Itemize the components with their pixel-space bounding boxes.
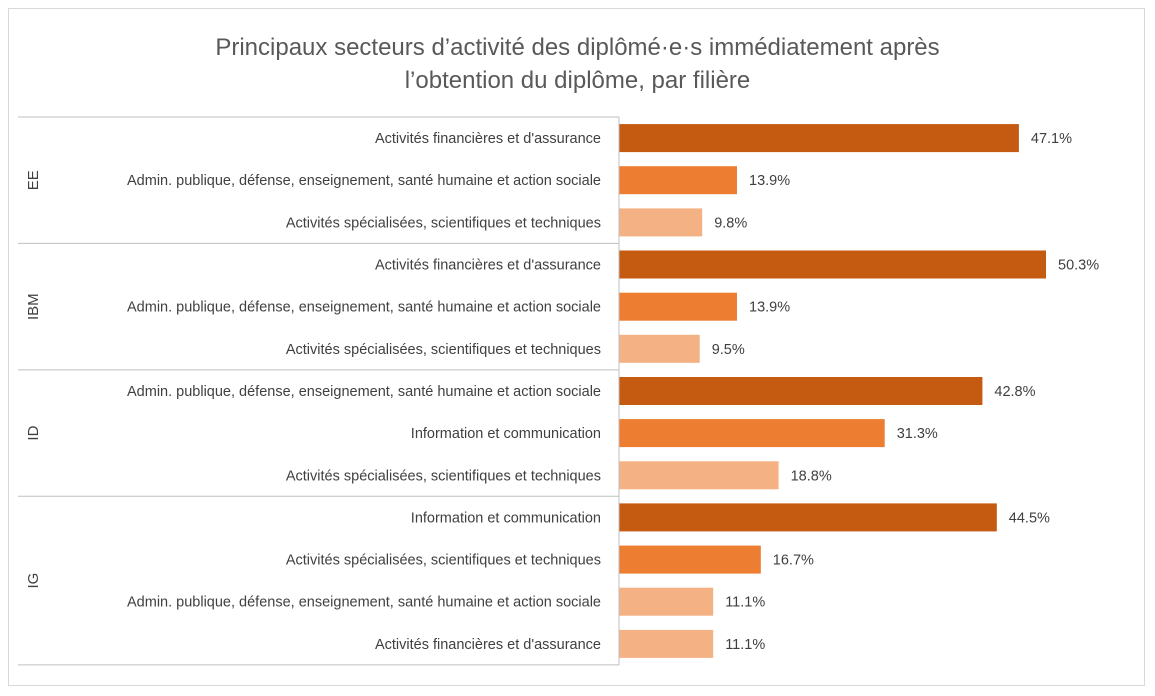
bar [619,124,1019,153]
bar [619,587,714,616]
bar [619,419,885,448]
data-label: 44.5% [1009,510,1050,526]
data-label: 11.1% [725,637,765,653]
category-label: Information et communication [411,426,601,442]
chart-area [8,8,1145,686]
data-label: 31.3% [897,426,938,442]
data-label: 13.9% [749,173,790,189]
category-label: Admin. publique, défense, enseignement, … [127,595,601,611]
data-label: 16.7% [773,553,814,569]
category-label: Information et communication [411,510,601,526]
data-label: 9.5% [712,342,745,358]
data-label: 18.8% [791,468,832,484]
group-label: EE [25,170,42,190]
bar [619,292,737,321]
category-label: Activités spécialisées, scientifiques et… [286,215,601,231]
category-label: Admin. publique, défense, enseignement, … [127,384,601,400]
chart-title: Principaux secteurs d’activité des diplô… [215,34,940,94]
category-label: Activités financières et d'assurance [375,637,601,653]
data-label: 9.8% [714,215,747,231]
bar [619,208,703,237]
bar [619,461,779,490]
group-label: IBM [25,293,42,320]
data-label: 50.3% [1058,258,1099,274]
group-label: IG [25,573,42,589]
bar [619,377,983,405]
bar [619,166,737,195]
category-label: Activités financières et d'assurance [375,258,601,274]
bar [619,545,761,574]
category-label: Activités spécialisées, scientifiques et… [286,342,601,358]
bar [619,334,700,363]
bar [619,250,1046,279]
category-label: Activités spécialisées, scientifiques et… [286,468,601,484]
category-label: Activités financières et d'assurance [375,131,601,147]
category-label: Admin. publique, défense, enseignement, … [127,300,601,316]
data-label: 13.9% [749,300,790,316]
group-label: ID [25,425,42,440]
data-label: 11.1% [725,595,765,611]
bar [619,629,714,658]
category-label: Activités spécialisées, scientifiques et… [286,553,601,569]
category-label: Admin. publique, défense, enseignement, … [127,173,601,189]
data-label: 42.8% [994,384,1035,400]
bar [619,503,997,532]
data-label: 47.1% [1031,131,1072,147]
